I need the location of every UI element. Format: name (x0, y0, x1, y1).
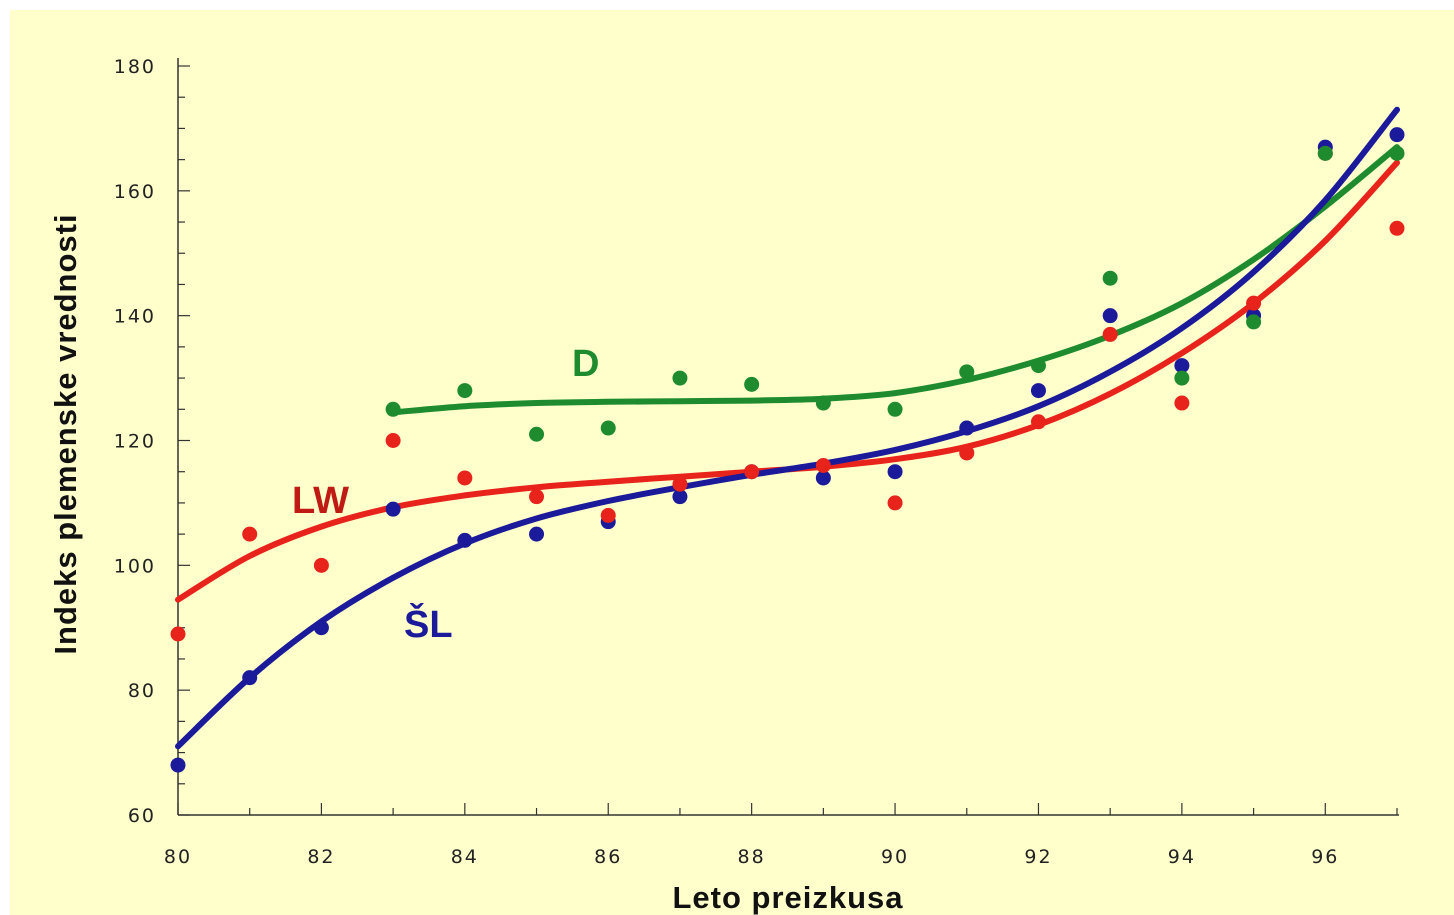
trend-line-d (390, 144, 1400, 416)
point-lw (529, 489, 545, 505)
x-tick-label: 84 (451, 846, 479, 868)
point-d (1174, 370, 1190, 386)
x-tick-label: 96 (1311, 846, 1339, 868)
x-tick-label: 88 (738, 846, 766, 868)
series-label-lw: LW (292, 480, 349, 522)
y-tick-label: 100 (114, 555, 156, 577)
point-sl (385, 501, 401, 517)
point-lw (1030, 414, 1046, 430)
y-tick-label: 120 (114, 431, 156, 453)
x-tick-label: 82 (307, 846, 335, 868)
point-d (744, 376, 760, 392)
point-sl (887, 464, 903, 480)
point-lw (815, 457, 831, 473)
point-d (1246, 314, 1262, 330)
x-tick-label: 90 (881, 846, 909, 868)
point-lw (170, 626, 186, 642)
point-lw (385, 433, 401, 448)
point-lw (313, 557, 329, 573)
point-d (1317, 145, 1333, 161)
y-axis-title: Indeks plemenske vrednosti (48, 213, 83, 654)
point-d (887, 401, 903, 417)
point-lw (887, 495, 903, 511)
point-sl (959, 420, 975, 436)
point-lw (1246, 295, 1262, 311)
point-lw (1174, 395, 1190, 411)
point-sl (313, 620, 329, 636)
point-sl (1389, 127, 1405, 143)
y-tick-label: 140 (114, 306, 156, 328)
point-d (1389, 145, 1405, 161)
point-d (529, 426, 545, 442)
point-sl (815, 470, 831, 486)
point-lw (457, 470, 473, 486)
point-sl (457, 532, 473, 548)
point-lw (672, 476, 688, 492)
x-tick-label: 80 (164, 846, 192, 868)
point-sl (170, 757, 186, 773)
x-tick-label: 92 (1024, 846, 1052, 868)
point-d (959, 364, 975, 380)
y-tick-label: 180 (114, 56, 156, 78)
point-d (815, 395, 831, 411)
y-tick-label: 60 (128, 805, 156, 827)
point-sl (529, 526, 545, 542)
trend-line-lw (175, 159, 1400, 603)
point-d (1102, 270, 1118, 286)
axes: 60 80 100 120 140 160 180 80 82 84 86 88 90 92 94 96 (114, 56, 1399, 868)
series-label-sl: ŠL (404, 601, 453, 646)
y-tick-label: 160 (114, 181, 156, 203)
point-lw (1389, 220, 1405, 236)
point-sl (672, 489, 688, 505)
trend-line-sl (175, 106, 1400, 750)
x-tick-label: 86 (594, 846, 622, 868)
point-sl (242, 670, 258, 686)
point-lw (744, 464, 760, 480)
x-tick-label: 94 (1168, 846, 1196, 868)
y-tick-label: 80 (128, 680, 156, 702)
data-points (170, 127, 1405, 773)
x-axis-title: Leto preizkusa (672, 880, 903, 915)
point-lw (600, 507, 616, 523)
point-d (457, 383, 473, 399)
point-d (1030, 358, 1046, 374)
point-d (672, 370, 688, 386)
point-lw (959, 445, 975, 461)
point-sl (1174, 358, 1190, 374)
point-sl (1102, 308, 1118, 324)
point-d (385, 401, 401, 417)
point-sl (1030, 383, 1046, 399)
point-lw (1102, 326, 1118, 342)
series-labels: D LW ŠL (292, 343, 599, 646)
chart-panel (10, 10, 1454, 915)
point-lw (242, 526, 258, 542)
series-label-d: D (572, 343, 599, 385)
point-d (600, 420, 616, 436)
trend-lines (175, 106, 1400, 750)
